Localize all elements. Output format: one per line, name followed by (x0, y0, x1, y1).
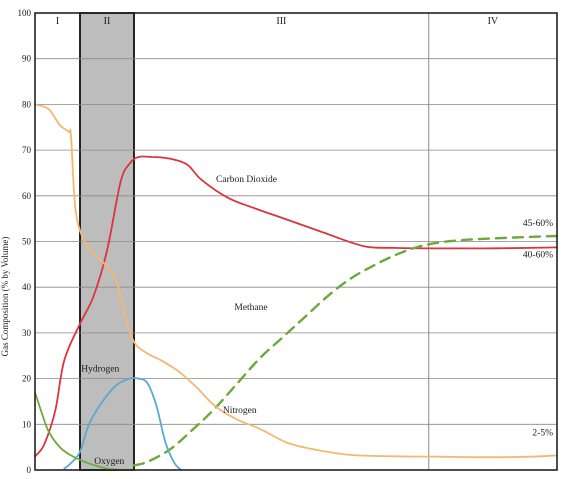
y-tick-label: 40 (22, 282, 32, 292)
y-tick-label: 80 (22, 99, 32, 109)
end-label-nitrogen: 2-5% (532, 428, 553, 438)
series-nitrogen (34, 103, 558, 459)
y-tick-label: 0 (27, 465, 32, 475)
series-hydrogen (63, 376, 183, 471)
end-label-carbon-dioxide: 40-60% (523, 250, 553, 260)
data-series (34, 103, 559, 471)
y-tick-label: 10 (22, 419, 32, 429)
phase-label-II: II (104, 16, 111, 27)
annotation-hydrogen: Hydrogen (81, 365, 119, 375)
annotation-oxygen: Oxygen (94, 457, 124, 467)
plot-frame (34, 12, 558, 471)
annotation-nitrogen: Nitrogen (223, 406, 257, 416)
y-tick-label: 30 (22, 328, 32, 338)
annotation-carbon-dioxide: Carbon Dioxide (216, 175, 277, 185)
series-carbon-dioxide (34, 155, 558, 458)
y-tick-label: 20 (22, 374, 32, 384)
y-axis-label: Gas Composition (% by Volume) (0, 237, 10, 357)
y-tick-label: 70 (22, 145, 32, 155)
annotation-methane: Methane (234, 303, 267, 313)
y-tick-label: 60 (22, 191, 32, 201)
phase-label-III: III (276, 16, 286, 27)
phase-label-IV: IV (488, 16, 499, 27)
y-tick-label: 50 (22, 237, 32, 247)
end-label-methane: 45-60% (523, 219, 553, 229)
gridlines (35, 58, 557, 425)
series-methane (132, 234, 559, 467)
y-tick-label: 90 (22, 54, 32, 64)
y-tick-label: 100 (18, 8, 32, 18)
phase-label-I: I (56, 16, 59, 27)
